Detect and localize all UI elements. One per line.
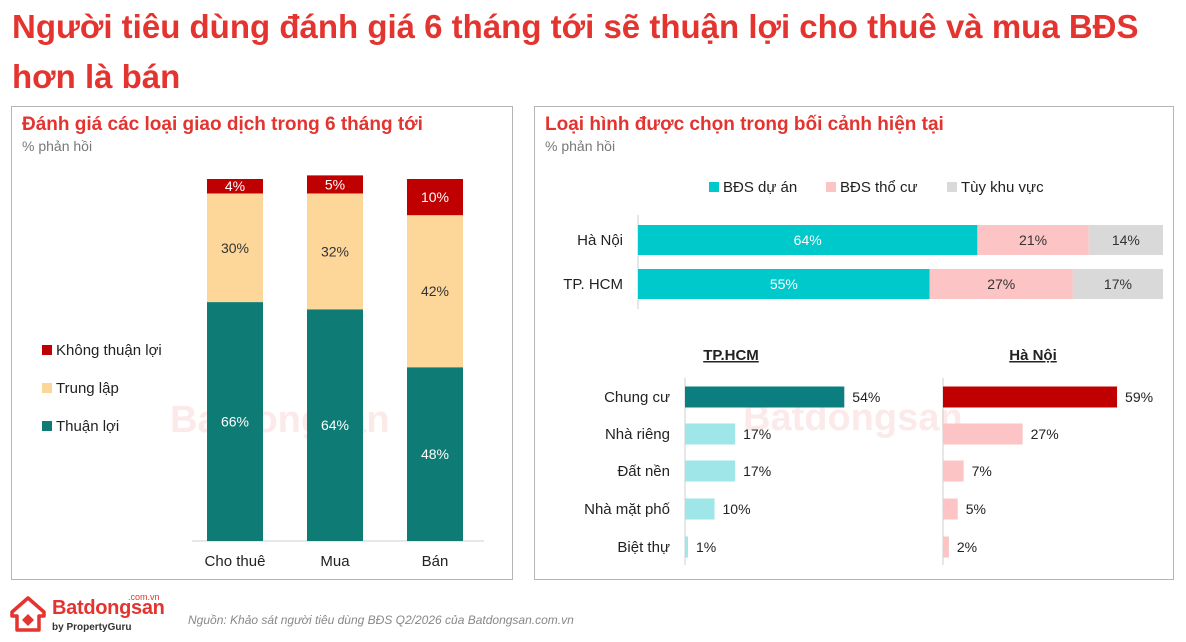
y-tick-label: Nhà mặt phố: [584, 501, 671, 518]
right-chart-title: Loại hình được chọn trong bối cảnh hiện …: [545, 114, 944, 135]
y-tick-label: Biệt thự: [617, 539, 670, 556]
x-tick-label: Cho thuê: [205, 553, 266, 570]
source-note: Nguồn: Khảo sát người tiêu dùng BĐS Q2/2…: [188, 613, 574, 627]
bar-segment: [307, 175, 363, 194]
logo-tld: .com.vn: [128, 592, 160, 602]
legend-swatch: [42, 421, 52, 431]
legend-swatch: [826, 182, 836, 192]
bar-segment: [207, 193, 263, 303]
legend-label: Tùy khu vực: [961, 179, 1044, 196]
legend-label: Trung lập: [56, 380, 119, 397]
bar-segment: [929, 269, 1073, 299]
data-label: 66%: [221, 414, 249, 430]
bar: [943, 423, 1023, 445]
bar: [943, 386, 1118, 408]
data-label: 59%: [1125, 389, 1153, 405]
legend-label: BĐS dự án: [723, 179, 797, 196]
legend-label: Thuận lợi: [56, 418, 119, 435]
bar: [685, 423, 736, 445]
bar: [685, 460, 736, 482]
page-title: Người tiêu dùng đánh giá 6 tháng tới sẽ …: [12, 8, 1139, 95]
legend-swatch: [947, 182, 957, 192]
bar-segment: [207, 302, 263, 541]
data-label: 27%: [987, 276, 1015, 292]
logo-name: Batdongsan: [52, 597, 165, 619]
bar-segment: [1088, 225, 1163, 255]
bar-segment: [307, 309, 363, 541]
y-tick-label: Đất nền: [617, 463, 670, 480]
legend-label: BĐS thổ cư: [840, 179, 918, 196]
data-label: 21%: [1019, 232, 1047, 248]
legend-swatch: [709, 182, 719, 192]
data-label: 17%: [743, 426, 771, 442]
data-label: 54%: [852, 389, 880, 405]
data-label: 5%: [325, 176, 345, 192]
bar: [685, 498, 715, 520]
data-label: 64%: [794, 232, 822, 248]
left-chart-title: Đánh giá các loại giao dịch trong 6 thán…: [22, 114, 423, 135]
legend-label: Không thuận lợi: [56, 342, 162, 359]
bar-segment: [307, 193, 363, 310]
stacked-column-chart: 66% 30% 4% Cho thuê 64% 32% 5% Mua 48% 42% 10% Bán K…: [42, 175, 484, 570]
data-label: 7%: [972, 463, 992, 479]
bar-segment: [407, 215, 463, 368]
left-chart-subtitle: % phản hồi: [22, 138, 93, 154]
bar-segment: [207, 179, 263, 194]
legend-swatch: [42, 383, 52, 393]
bar: [943, 460, 964, 482]
bar-segment: [638, 225, 978, 255]
data-label: 64%: [321, 417, 349, 433]
data-label: 10%: [723, 501, 751, 517]
data-label: 10%: [421, 189, 449, 205]
data-label: 1%: [696, 539, 716, 555]
bar-segment: [407, 179, 463, 216]
data-label: 4%: [225, 178, 245, 194]
subchart-title-hanoi: Hà Nội: [1009, 347, 1057, 364]
property-type-panel: Batdongsan Loại hình được chọn trong bối…: [534, 106, 1174, 580]
x-tick-label: Bán: [422, 553, 449, 570]
legend-swatch: [42, 345, 52, 355]
bar: [685, 386, 845, 408]
subchart-title-hcm: TP.HCM: [703, 347, 759, 364]
data-label: 55%: [770, 276, 798, 292]
transaction-assessment-panel: Batdongsan Đánh giá các loại giao dịch t…: [11, 106, 513, 580]
house-logo-icon: [10, 596, 46, 632]
data-label: 42%: [421, 283, 449, 299]
bar-segment: [407, 367, 463, 541]
bar: [685, 536, 688, 558]
data-label: 32%: [321, 243, 349, 259]
y-tick-label: Nhà riêng: [605, 426, 670, 443]
property-type-charts: BĐS dự án BĐS thổ cư Tùy khu vực Hà Nội 64% 2…: [563, 179, 1163, 565]
data-label: 2%: [957, 539, 977, 555]
y-tick-label: Hà Nội: [577, 232, 623, 249]
bar: [943, 536, 949, 558]
data-label: 17%: [1104, 276, 1132, 292]
bar-segment: [977, 225, 1089, 255]
logo-byline: by PropertyGuru: [52, 622, 132, 633]
y-tick-label: TP. HCM: [563, 276, 623, 293]
data-label: 17%: [743, 463, 771, 479]
right-chart-subtitle: % phản hồi: [545, 138, 616, 154]
data-label: 30%: [221, 240, 249, 256]
bar: [943, 498, 958, 520]
batdongsan-logo: Batdongsan .com.vn by PropertyGuru: [10, 592, 180, 638]
data-label: 27%: [1031, 426, 1059, 442]
data-label: 14%: [1112, 232, 1140, 248]
bar-segment: [638, 269, 930, 299]
data-label: 48%: [421, 446, 449, 462]
data-label: 5%: [966, 501, 986, 517]
bar-segment: [1072, 269, 1163, 299]
x-tick-label: Mua: [320, 553, 350, 570]
y-tick-label: Chung cư: [604, 389, 670, 406]
